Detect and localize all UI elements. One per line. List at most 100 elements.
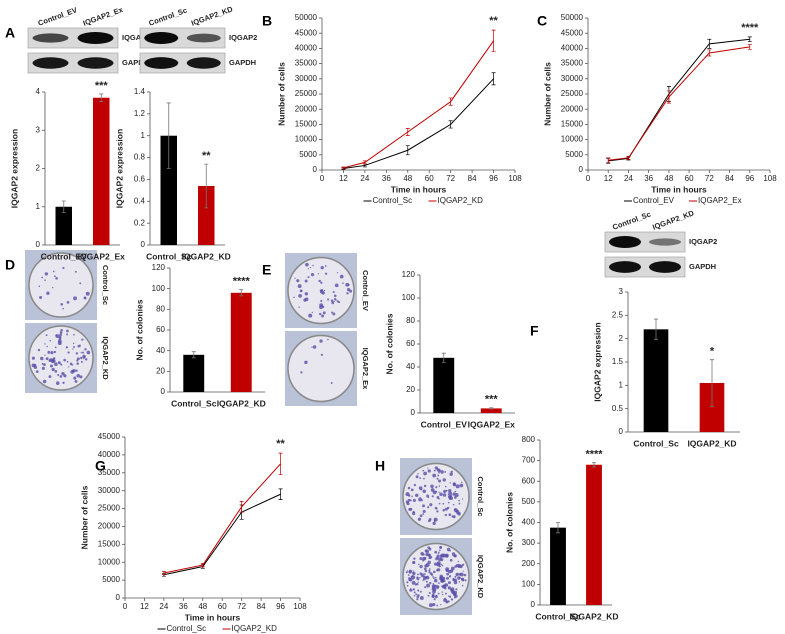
colony	[430, 484, 434, 489]
colony	[418, 497, 423, 502]
y-tick-label: 4	[36, 87, 41, 96]
colony	[435, 576, 437, 579]
colony	[76, 373, 81, 378]
colony	[453, 580, 458, 585]
colony	[298, 306, 300, 308]
colony	[436, 554, 440, 558]
colony	[334, 283, 339, 288]
colony	[318, 312, 322, 316]
colony	[299, 289, 303, 293]
colony	[434, 584, 437, 587]
colony	[45, 334, 48, 337]
colony	[423, 567, 427, 571]
colony	[300, 371, 303, 374]
error-bar	[707, 38, 712, 49]
error-bar	[166, 102, 171, 169]
plate-label: Control_Sc	[101, 265, 110, 305]
y-tick-label: 0	[531, 600, 536, 609]
colony	[425, 575, 430, 580]
y-tick-label: 100	[152, 284, 166, 293]
colony	[330, 299, 334, 303]
blot-lane-label: IQGAP2_Ex	[82, 5, 125, 28]
colony	[428, 518, 432, 521]
colony	[411, 575, 416, 580]
colony	[422, 579, 424, 582]
error-bar	[61, 200, 66, 213]
colony	[70, 369, 75, 374]
error-bar	[592, 462, 596, 468]
panel-letter: D	[5, 257, 15, 273]
colony	[412, 510, 415, 514]
colony	[59, 375, 63, 378]
bar	[643, 329, 669, 432]
panel-letter: F	[530, 323, 539, 339]
colony	[429, 568, 431, 570]
colony	[55, 334, 60, 339]
colony	[449, 496, 453, 501]
colony	[431, 588, 433, 591]
bar	[198, 185, 215, 245]
colony	[45, 357, 49, 361]
y-tick-label: 50000	[295, 13, 318, 22]
colony	[422, 509, 426, 513]
colony	[434, 550, 438, 554]
colony	[406, 581, 409, 584]
y-axis-label: Number of cells	[79, 485, 89, 549]
x-axis-label: Time in hours	[391, 184, 447, 194]
error-bar	[654, 318, 658, 340]
x-tick-label: 36	[644, 174, 653, 183]
x-tick-label: 12	[140, 602, 149, 611]
error-bar	[606, 157, 611, 164]
colony	[327, 338, 329, 341]
colony	[336, 272, 339, 274]
blot-lane-label: Control_EV	[37, 5, 78, 27]
colony	[448, 513, 452, 517]
x-tick-label: 24	[624, 174, 633, 183]
plate-label: Control_Sc	[476, 476, 485, 516]
x-tick-label: Control_Sc	[535, 611, 581, 621]
colony	[447, 581, 451, 585]
y-tick-label: 25000	[295, 89, 318, 98]
colony	[432, 583, 434, 585]
colony	[57, 339, 62, 344]
colony	[425, 580, 428, 583]
colony	[461, 563, 465, 566]
y-tick-label: 0.5	[612, 404, 624, 413]
error-bar	[239, 501, 244, 513]
x-tick-label: 36	[179, 602, 188, 611]
blot-band	[32, 57, 69, 69]
colony	[438, 485, 441, 487]
colony	[320, 299, 323, 303]
colony	[433, 570, 436, 574]
colony	[427, 594, 430, 597]
series-line	[343, 40, 494, 169]
colony	[308, 313, 313, 318]
colony	[455, 588, 458, 591]
colony	[417, 472, 419, 475]
colony	[55, 276, 58, 280]
colony	[80, 352, 82, 354]
y-tick-label: 0.6	[134, 175, 146, 184]
y-tick-label: 30000	[561, 74, 584, 83]
colony	[437, 582, 440, 584]
colony	[44, 279, 46, 281]
colony	[437, 469, 441, 473]
colony	[47, 350, 51, 354]
colony	[49, 340, 51, 342]
colony	[433, 517, 438, 522]
colony	[448, 575, 452, 578]
annotation: **	[489, 15, 498, 27]
error-bar	[161, 571, 166, 575]
colony	[84, 297, 87, 300]
colony	[459, 483, 464, 488]
colony	[68, 366, 70, 368]
x-tick-label: 0	[320, 174, 325, 183]
colony	[62, 307, 65, 310]
colony	[412, 572, 415, 575]
colony	[458, 576, 461, 579]
colony	[435, 585, 440, 589]
y-tick-label: 15000	[98, 539, 121, 548]
colony	[445, 592, 447, 595]
colony	[349, 289, 353, 293]
x-tick-label: 108	[293, 602, 307, 611]
